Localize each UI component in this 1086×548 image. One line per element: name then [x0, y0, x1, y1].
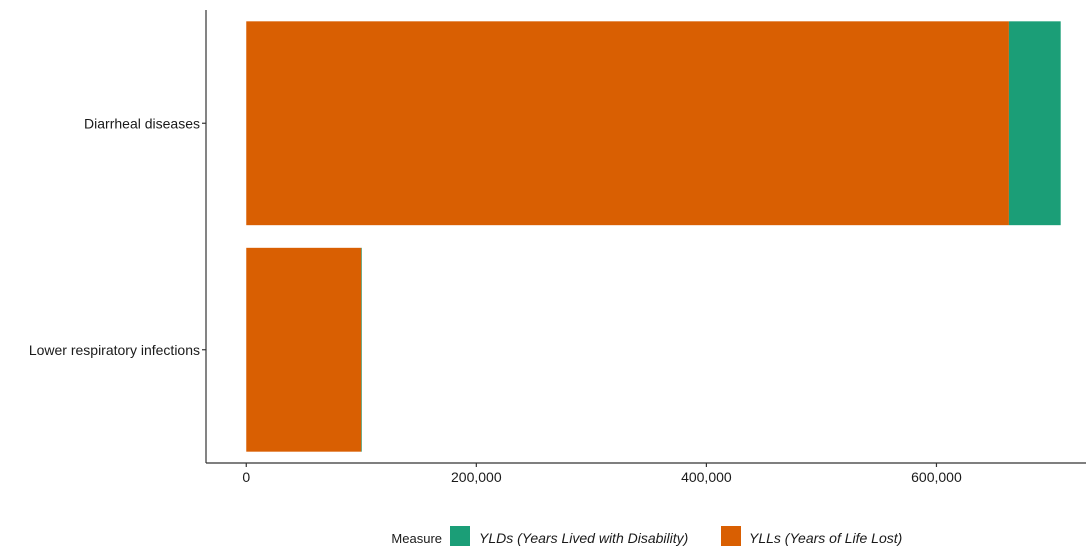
- bar-ylls-1: [246, 247, 362, 452]
- legend-label-ylds: YLDs (Years Lived with Disability): [479, 530, 688, 546]
- x-tick-label-2: 400,000: [681, 469, 732, 485]
- x-tick-label-0: 0: [242, 469, 250, 485]
- y-tick-label-1: Lower respiratory infections: [29, 342, 200, 358]
- bar-ylls-0: [246, 21, 1009, 226]
- legend: Measure YLDs (Years Lived with Disabilit…: [391, 526, 902, 546]
- legend-label-ylls: YLLs (Years of Life Lost): [749, 530, 902, 546]
- bar-ylds-0: [1008, 21, 1061, 226]
- y-tick-label-0: Diarrheal diseases: [84, 115, 200, 131]
- y-axis: Diarrheal diseases Lower respiratory infe…: [29, 115, 206, 358]
- legend-swatch-ylds: [450, 526, 470, 546]
- legend-swatch-ylls: [721, 526, 741, 546]
- x-tick-label-1: 200,000: [451, 469, 502, 485]
- x-tick-label-3: 600,000: [911, 469, 962, 485]
- bar-ylds-1: [361, 247, 362, 452]
- legend-title: Measure: [391, 531, 442, 546]
- bars-group: [246, 21, 1061, 452]
- x-axis: 0 200,000 400,000 600,000: [242, 463, 962, 485]
